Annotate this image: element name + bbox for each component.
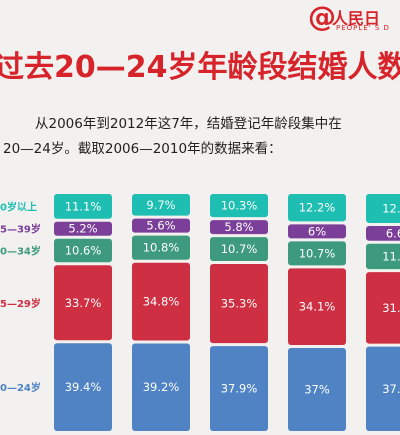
bar-segment [210,220,268,235]
bar-segment [210,346,268,431]
bar-value-label: 11.3 [382,249,400,263]
row-category-label: 5—39岁 [0,223,41,236]
bar-segment [54,238,112,263]
bar-value-label: 12.9 [382,201,400,215]
bar-segment [54,221,112,236]
bar-segment [366,272,400,344]
bar-value-label: 37.6 [382,382,400,396]
bar-value-label: 10.8% [143,241,180,255]
bar-segment [54,343,112,431]
bar-segment [288,194,346,222]
row-category-label: 0岁以上 [0,200,37,213]
bar-value-label: 10.6% [65,244,102,258]
bar-segment [366,194,400,223]
bar-value-label: 5.2% [68,222,97,236]
bar-value-label: 34.8% [143,295,180,309]
bar-value-label: 31.9 [382,301,400,315]
bar-segment [210,194,268,218]
bar-value-label: 39.4% [65,380,102,394]
bar-value-label: 33.7% [65,296,102,310]
row-category-label: 0—24岁 [0,381,41,394]
bar-segment [132,218,190,233]
bar-segment [366,225,400,241]
logo-subtitle: PEOPLE' S D [336,24,390,32]
bar-segment [288,268,346,345]
bar-segment [54,194,112,219]
description-line-2: 20—24岁。截取2006—2010年的数据来看： [3,141,282,157]
bar-segment [132,343,190,431]
bar-segment [288,241,346,266]
bar-segment [54,265,112,341]
bar-segment [132,262,190,341]
bar-segment [132,194,190,216]
bar-value-label: 5.8% [224,220,253,234]
bar-value-label: 10.7% [299,246,336,260]
bar-value-label: 9.7% [146,198,175,212]
logo-name: 人民日 [332,9,381,28]
bar-value-label: 34.1% [299,300,336,314]
bar-value-label: 37% [304,382,330,396]
bar-value-label: 5.6% [146,219,175,233]
bar-value-label: 12.2% [299,201,336,215]
bar-value-label: 10.3% [221,199,258,213]
row-category-label: 0—34岁 [0,245,41,258]
bar-value-label: 6% [308,224,326,238]
bar-value-label: 35.3% [221,297,258,311]
chart-title: 过去20—24岁年龄段结婚人数 [0,50,400,85]
at-icon: @ [308,0,336,33]
description-line-1: 从2006年到2012年这7年，结婚登记年龄段集中在 [35,116,342,132]
bar-segment [366,346,400,431]
bar-segment [288,224,346,239]
bar-value-label: 11.1% [65,199,102,213]
bar-segment [132,235,190,260]
row-category-label: 5—29岁 [0,297,41,310]
bar-segment [210,237,268,262]
bar-segment [210,264,268,344]
bar-value-label: 37.9% [221,382,258,396]
people-daily-logo: @ 人民日 PEOPLE' S D [308,2,400,36]
bar-value-label: 10.7% [221,242,258,256]
bar-segment [366,243,400,270]
bar-value-label: 39.2% [143,380,180,394]
bar-value-label: 6.6 [386,226,400,240]
bar-segment [288,347,346,431]
